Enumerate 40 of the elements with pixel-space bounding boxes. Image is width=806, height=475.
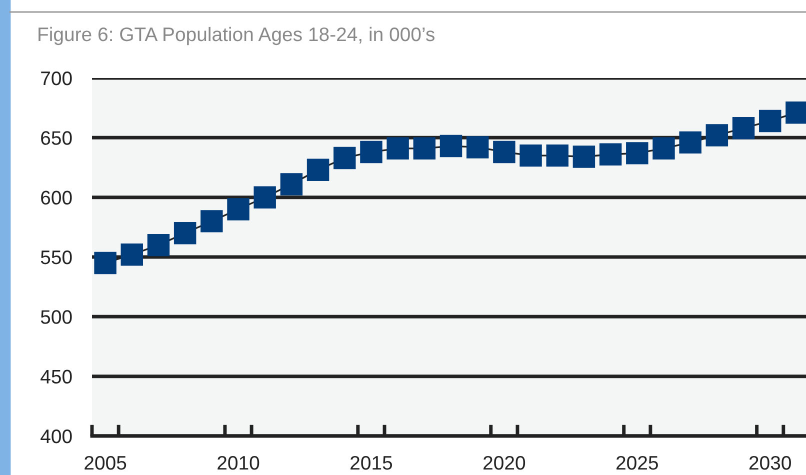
x-tick-label: 2025 [616,456,658,470]
point [546,144,568,167]
x-tick-label: 2020 [484,456,526,470]
x-tick-label: 2015 [350,456,392,470]
point [120,244,143,266]
point [334,146,356,170]
point [413,137,436,160]
point [732,117,755,140]
point [94,252,116,274]
point [386,137,409,160]
point [706,124,728,146]
chart-title: Figure 6: GTA Population Ages 18-24, in 000’s [38,26,434,46]
y-tick-label: 700 [41,71,72,86]
x-tick-label: 2005 [84,456,126,470]
point [360,140,382,164]
y-tick-label: 500 [40,310,72,324]
point [652,137,675,160]
point [599,143,622,166]
y-tick-label: 450 [40,370,72,384]
point [147,234,170,256]
point [440,134,462,158]
y-tick-label: 650 [41,131,72,145]
point [493,140,516,164]
point [466,136,489,158]
y-tick-label: 600 [41,190,72,205]
y-tick-label: 550 [40,250,72,264]
point [572,146,596,168]
point [626,142,648,164]
point [200,210,223,232]
point [679,131,702,154]
point [520,144,542,167]
y-tick-label: 400 [40,429,72,444]
point [758,110,782,132]
x-tick-label: 2010 [218,456,260,470]
point [174,222,196,244]
point [254,186,276,208]
point [306,158,330,181]
point [280,173,303,196]
point [227,198,250,220]
x-tick-label: 2030 [749,456,791,470]
